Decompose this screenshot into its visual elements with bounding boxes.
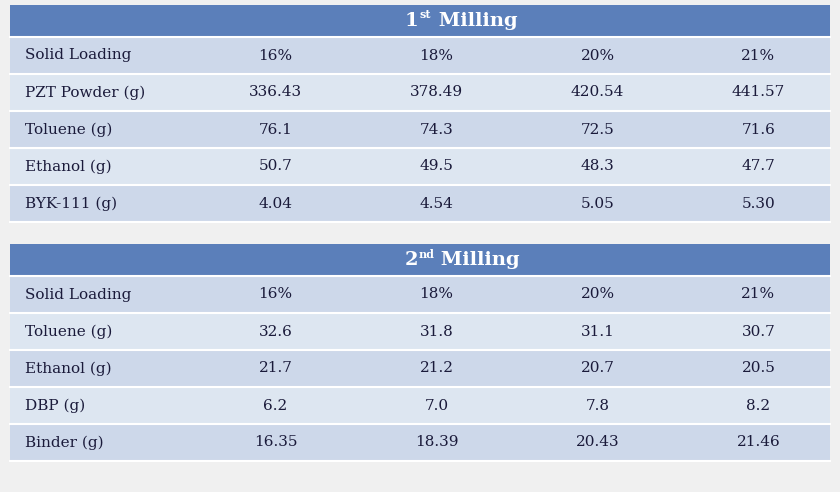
Bar <box>10 244 830 276</box>
Text: nd: nd <box>419 248 435 259</box>
Bar <box>10 387 830 424</box>
Text: 7.8: 7.8 <box>585 399 610 412</box>
Text: Solid Loading: Solid Loading <box>25 49 131 62</box>
Text: 21%: 21% <box>742 49 775 62</box>
Text: Ethanol (g): Ethanol (g) <box>25 159 112 174</box>
Bar <box>10 350 830 387</box>
Text: 1: 1 <box>404 12 418 30</box>
Text: 8.2: 8.2 <box>747 399 770 412</box>
Text: 21.7: 21.7 <box>259 362 292 375</box>
Text: Solid Loading: Solid Loading <box>25 287 131 302</box>
Bar <box>10 424 830 461</box>
Text: 378.49: 378.49 <box>410 86 463 99</box>
Text: 16.35: 16.35 <box>254 435 297 450</box>
Text: 71.6: 71.6 <box>742 123 775 136</box>
Text: 18%: 18% <box>419 287 454 302</box>
Text: BYK-111 (g): BYK-111 (g) <box>25 196 117 211</box>
Bar <box>10 148 830 185</box>
Bar <box>10 185 830 222</box>
Text: 5.05: 5.05 <box>580 196 614 211</box>
Text: 16%: 16% <box>259 49 292 62</box>
Text: 420.54: 420.54 <box>571 86 624 99</box>
Text: DBP (g): DBP (g) <box>25 399 85 413</box>
Text: 30.7: 30.7 <box>742 325 775 338</box>
Text: 20%: 20% <box>580 287 615 302</box>
Text: 21.2: 21.2 <box>419 362 454 375</box>
Text: 20.43: 20.43 <box>575 435 619 450</box>
Bar <box>10 37 830 74</box>
Text: 31.1: 31.1 <box>580 325 614 338</box>
Text: 32.6: 32.6 <box>259 325 292 338</box>
Text: Milling: Milling <box>432 12 517 30</box>
Bar <box>10 313 830 350</box>
Text: 48.3: 48.3 <box>580 159 614 174</box>
Text: 21.46: 21.46 <box>737 435 780 450</box>
Text: Milling: Milling <box>434 251 520 269</box>
Bar <box>10 111 830 148</box>
Text: 18%: 18% <box>419 49 454 62</box>
Text: 72.5: 72.5 <box>580 123 614 136</box>
Text: 336.43: 336.43 <box>249 86 302 99</box>
Text: Toluene (g): Toluene (g) <box>25 123 113 137</box>
Text: st: st <box>419 9 431 21</box>
Text: 4.54: 4.54 <box>419 196 454 211</box>
Text: 47.7: 47.7 <box>742 159 775 174</box>
Text: 74.3: 74.3 <box>420 123 454 136</box>
Text: 20%: 20% <box>580 49 615 62</box>
Text: 441.57: 441.57 <box>732 86 785 99</box>
Text: Ethanol (g): Ethanol (g) <box>25 361 112 376</box>
Text: 7.0: 7.0 <box>424 399 449 412</box>
Text: 21%: 21% <box>742 287 775 302</box>
Text: 20.5: 20.5 <box>742 362 775 375</box>
Text: 31.8: 31.8 <box>420 325 454 338</box>
Text: 49.5: 49.5 <box>419 159 454 174</box>
Text: 2: 2 <box>405 251 418 269</box>
Text: Toluene (g): Toluene (g) <box>25 324 113 338</box>
Text: 4.04: 4.04 <box>259 196 292 211</box>
Text: 5.30: 5.30 <box>742 196 775 211</box>
Text: 6.2: 6.2 <box>264 399 287 412</box>
Text: 20.7: 20.7 <box>580 362 614 375</box>
Text: 50.7: 50.7 <box>259 159 292 174</box>
Text: 16%: 16% <box>259 287 292 302</box>
Text: Binder (g): Binder (g) <box>25 435 103 450</box>
Text: 76.1: 76.1 <box>259 123 292 136</box>
Text: 18.39: 18.39 <box>415 435 459 450</box>
Bar <box>10 5 830 37</box>
Text: PZT Powder (g): PZT Powder (g) <box>25 85 145 100</box>
Bar <box>10 276 830 313</box>
Bar <box>10 74 830 111</box>
